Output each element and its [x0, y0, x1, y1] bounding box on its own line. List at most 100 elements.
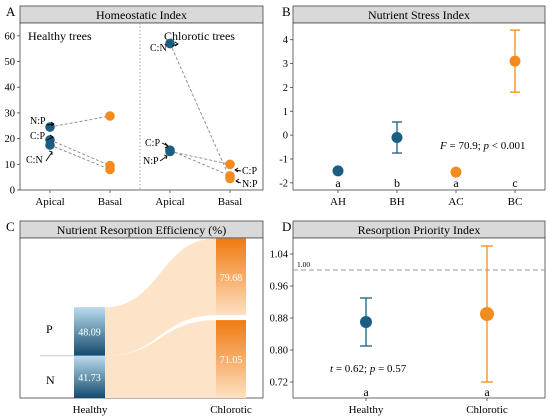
- panel-a-points: [45, 38, 235, 184]
- panel-d-title: Resorption Priority Index: [358, 223, 481, 237]
- panel-b-stat-letter: F: [439, 140, 447, 152]
- data-point: [332, 165, 344, 177]
- panel-a-y-axis: 0 10 20 30 40 50 60: [5, 31, 20, 197]
- panel-c: C Nutrient Resorption Efficiency (%) 48.…: [6, 219, 264, 416]
- data-point: [360, 316, 372, 328]
- panel-b-stat-text: = 70.9;: [447, 140, 484, 152]
- connector-line: [49, 139, 111, 167]
- panel-d-letter: D: [282, 219, 291, 234]
- flow-n: [105, 320, 216, 398]
- a-label-chlorotic-np: N:P: [143, 156, 159, 167]
- value-label-healthy-n: 41.73: [78, 373, 101, 384]
- a-label-healthy-cn: C:N: [26, 155, 43, 166]
- panel-c-letter: C: [6, 219, 15, 234]
- data-point-basal: [225, 159, 235, 170]
- panel-a-group-chlorotic: Chlorotic trees: [164, 29, 235, 43]
- panel-b-y-axis: -2 -1 0 1 2 3 4: [279, 35, 293, 189]
- panel-c-flows: 48.09 41.73 79.68 71.05: [40, 238, 246, 398]
- y-tick-label: -1: [279, 154, 288, 165]
- data-point-apical: [165, 145, 175, 155]
- y-tick-label: 1: [283, 107, 288, 118]
- panel-a-x-labels: Apical Basal Apical Basal: [35, 190, 242, 208]
- panel-a: A Homeostatic Index 0 10 20 30 40 50 60 Health…: [5, 4, 264, 208]
- panel-c-series-p: P: [46, 322, 53, 336]
- data-point-basal: [225, 173, 235, 184]
- a-label-healthy-np: N:P: [30, 116, 46, 127]
- x-tick-label: Healthy: [349, 404, 384, 416]
- panel-b-stat-annotation: F = 70.9; p < 0.001: [439, 140, 525, 152]
- panel-d-p-letter: p: [369, 363, 376, 375]
- reference-line-label: 1.00: [297, 260, 310, 269]
- panel-d: D Resorption Priority Index 0.72 0.80 0.88…: [270, 219, 546, 416]
- x-tick-label: Apical: [155, 196, 184, 208]
- y-tick-label: 0.88: [270, 314, 288, 325]
- data-point-basal: [105, 164, 115, 175]
- panel-a-letter: A: [6, 4, 16, 19]
- y-tick-label: 20: [5, 134, 16, 145]
- y-tick-label: 40: [5, 83, 16, 94]
- panel-d-x-labels: Healthy Chlorotic: [349, 398, 508, 416]
- value-label-chlorotic-n: 71.05: [220, 355, 243, 366]
- panel-d-y-axis: 0.72 0.80 0.88 0.96 1.04: [270, 250, 293, 389]
- panel-a-arrows: [45, 41, 242, 184]
- connector-line: [49, 144, 111, 170]
- y-tick-label: 0: [10, 186, 15, 197]
- x-tick-label: Chlorotic: [466, 404, 508, 416]
- flow-p: [105, 238, 216, 356]
- panel-a-lines: [49, 43, 231, 179]
- a-label-chlorotic-cn: C:N: [150, 43, 167, 54]
- x-tick-label: BH: [389, 196, 404, 208]
- y-tick-label: 60: [5, 31, 16, 42]
- panel-b-letter: B: [282, 4, 291, 19]
- panel-d-stat-annotation: t = 0.62; p = 0.57: [330, 363, 407, 375]
- y-tick-label: 4: [283, 35, 289, 46]
- connector-line: [169, 149, 231, 177]
- y-tick-label: 50: [5, 57, 16, 68]
- bar-chlorotic-n: [216, 320, 246, 398]
- connector-line: [49, 115, 111, 128]
- y-tick-label: 3: [283, 59, 288, 70]
- panel-b-title: Nutrient Stress Index: [368, 8, 470, 22]
- significance-letter: a: [335, 176, 341, 190]
- significance-letter: b: [394, 176, 400, 190]
- a-label-basal-np: N:P: [242, 179, 258, 190]
- y-tick-label: 0.72: [270, 378, 288, 389]
- y-tick-label: 10: [5, 160, 16, 171]
- panel-c-x-healthy: Healthy: [73, 404, 108, 416]
- significance-letter: a: [484, 385, 490, 399]
- x-tick-label: AH: [330, 196, 346, 208]
- x-tick-label: AC: [448, 196, 463, 208]
- y-tick-label: 2: [283, 83, 288, 94]
- x-tick-label: BC: [508, 196, 523, 208]
- panel-c-series-n: N: [46, 373, 55, 387]
- x-tick-label: Basal: [218, 196, 242, 208]
- y-tick-label: 30: [5, 108, 16, 119]
- x-tick-label: Apical: [35, 196, 64, 208]
- panel-a-group-healthy: Healthy trees: [28, 29, 92, 43]
- y-tick-label: 0: [283, 131, 288, 142]
- bar-chlorotic-p: [216, 238, 246, 316]
- a-label-chlorotic-cp: C:P: [145, 138, 160, 149]
- panel-b-plot-area: [292, 22, 546, 191]
- panel-d-points: 1.00 a a: [293, 245, 545, 399]
- significance-letter: a: [363, 385, 369, 399]
- bar-healthy-p: [74, 307, 105, 356]
- panel-c-x-chlorotic: Chlorotic: [210, 404, 252, 416]
- panel-b-p-letter: p: [483, 140, 490, 152]
- value-label-healthy-p: 48.09: [78, 327, 101, 338]
- y-tick-label: 0.96: [270, 282, 288, 293]
- x-tick-label: Basal: [98, 196, 122, 208]
- panel-d-plot-area: [292, 237, 546, 399]
- panel-a-title: Homeostatic Index: [96, 8, 187, 22]
- bar-healthy-n: [74, 355, 105, 398]
- panel-b-x-labels: AH BH AC BC: [330, 190, 522, 208]
- data-point-apical: [45, 140, 55, 150]
- data-point: [509, 55, 521, 67]
- value-label-chlorotic-p: 79.68: [220, 273, 243, 284]
- panel-d-stat-letter: t: [330, 363, 334, 375]
- data-point: [450, 166, 462, 178]
- panel-d-p-text: = 0.57: [375, 363, 406, 375]
- a-label-healthy-cp: C:P: [30, 131, 45, 142]
